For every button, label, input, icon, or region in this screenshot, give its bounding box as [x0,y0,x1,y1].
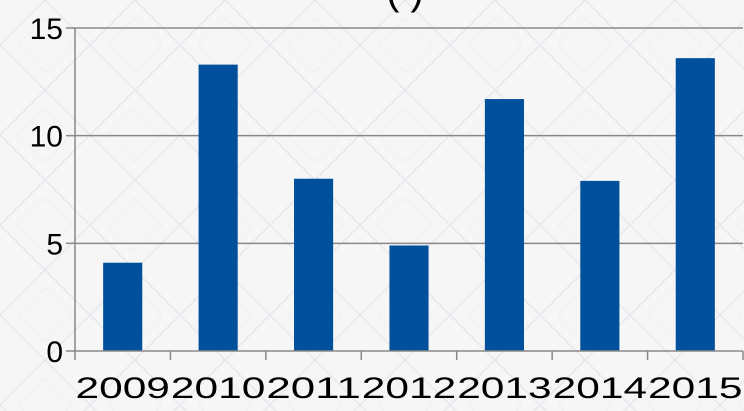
x-tick-label: 2011 [266,372,360,405]
bar-2015 [676,58,715,351]
y-tick-label: 5 [46,228,63,261]
bar-2010 [199,65,238,351]
bar-2012 [389,245,428,351]
bars [103,58,715,351]
bar-2014 [580,181,619,351]
x-tick-label: 2010 [171,372,265,405]
x-tick-labels: 2009 2010 2011 2012 2013 2014 2015 [76,372,743,405]
x-tick-label: 2009 [76,372,170,405]
bar-2011 [294,179,333,351]
x-tick-label: 2014 [553,372,647,405]
bar-2013 [485,99,524,351]
y-tick-label: 0 [46,336,63,369]
y-tick-label: 10 [30,121,63,154]
bar-2009 [103,263,142,351]
x-tick-label: 2012 [362,372,456,405]
gridlines [75,28,743,243]
y-tick-labels: 0 5 10 15 [30,13,63,369]
y-tick-label: 15 [30,13,63,46]
chart-title: ( ) [386,0,424,13]
x-tick-label: 2015 [648,372,742,405]
x-tick-label: 2013 [457,372,551,405]
